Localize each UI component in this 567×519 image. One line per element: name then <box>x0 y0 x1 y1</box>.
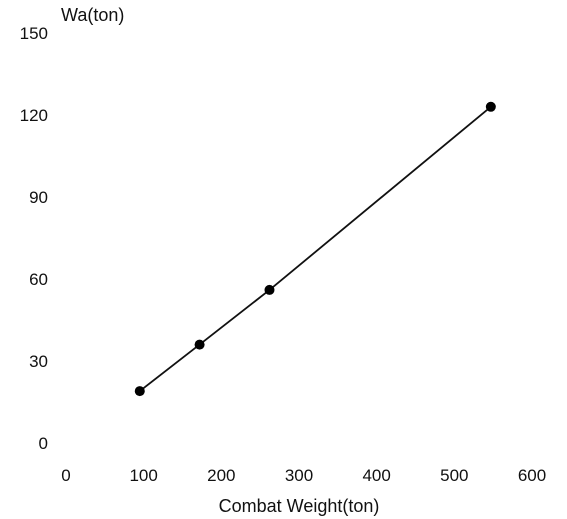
x-tick-label: 0 <box>61 466 70 485</box>
series-line <box>139 106 492 392</box>
y-tick-label: 90 <box>29 188 48 207</box>
data-point <box>134 386 145 397</box>
y-tick-label: 120 <box>20 106 48 125</box>
x-tick-label: 400 <box>362 466 390 485</box>
y-tick-labels: 0 30 60 90 120 150 <box>20 24 48 453</box>
x-tick-label: 600 <box>518 466 546 485</box>
data-point <box>485 101 496 112</box>
data-point <box>264 284 275 295</box>
x-tick-label: 200 <box>207 466 235 485</box>
series-layer <box>134 101 496 397</box>
x-axis-title: Combat Weight(ton) <box>219 496 380 516</box>
y-tick-label: 0 <box>39 434 48 453</box>
y-tick-label: 30 <box>29 352 48 371</box>
x-tick-label: 300 <box>285 466 313 485</box>
y-axis-title: Wa(ton) <box>61 5 124 25</box>
x-tick-label: 500 <box>440 466 468 485</box>
y-tick-label: 60 <box>29 270 48 289</box>
x-tick-label: 100 <box>129 466 157 485</box>
data-point <box>194 339 205 350</box>
y-tick-label: 150 <box>20 24 48 43</box>
x-tick-labels: 0 100 200 300 400 500 600 <box>61 466 546 485</box>
